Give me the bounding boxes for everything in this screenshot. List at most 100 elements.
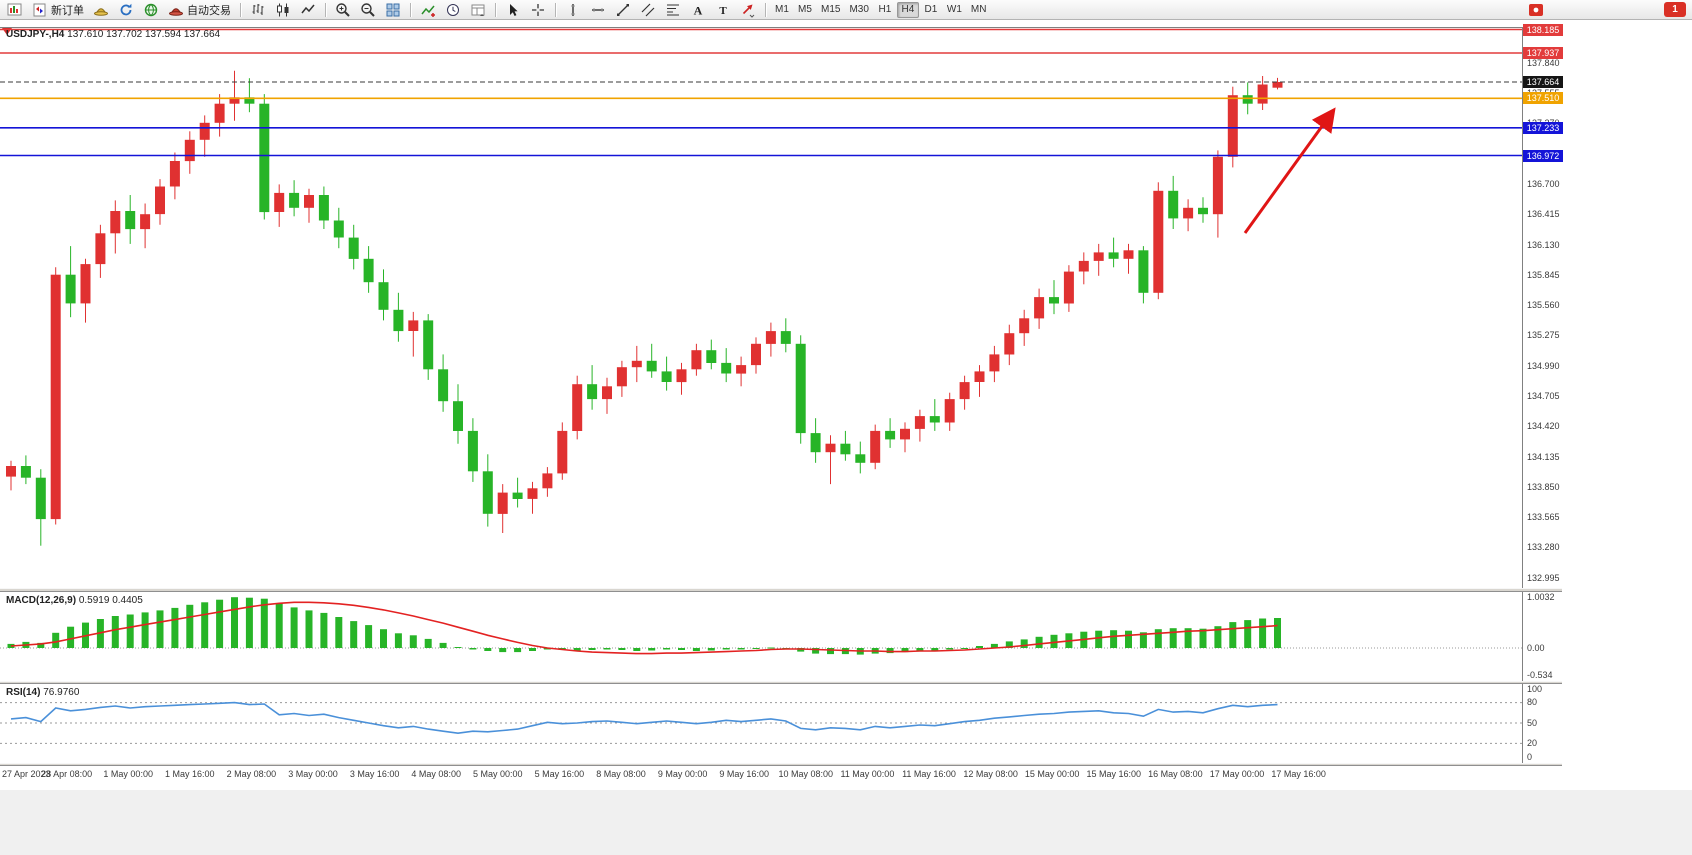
- trend-arrow-annotation[interactable]: [1243, 107, 1336, 234]
- axis-separator: [1522, 27, 1523, 764]
- price-axis-label: 133.565: [1527, 512, 1560, 522]
- periods-button[interactable]: [441, 1, 465, 19]
- new-order-button[interactable]: 新订单: [28, 1, 88, 19]
- zoom-in-button[interactable]: [331, 1, 355, 19]
- arrows-tool-button[interactable]: [736, 1, 760, 19]
- ohlc-readout: 137.610 137.702 137.594 137.664: [67, 29, 221, 40]
- symbol-period: USDJPY-,H4: [6, 29, 65, 40]
- toolbar-separator: [495, 2, 496, 17]
- macd-value: 0.5919: [78, 595, 110, 606]
- newchart-icon: [7, 3, 22, 15]
- chart-window: USDJPY-,H4 137.610 137.702 137.594 137.6…: [0, 21, 1692, 855]
- rsi-line: [10, 701, 1278, 735]
- time-axis-label: 2 May 08:00: [226, 769, 277, 779]
- svg-text:T: T: [719, 5, 727, 17]
- rsi-axis-label: 80: [1527, 697, 1538, 708]
- time-axis-label: 12 May 08:00: [963, 769, 1018, 779]
- trendline-tool-button[interactable]: [611, 1, 635, 19]
- label-tool-button[interactable]: T: [711, 1, 735, 19]
- zoomin-icon: [336, 2, 350, 17]
- zoom-out-button[interactable]: [356, 1, 380, 19]
- toolbar-separator: [555, 2, 556, 17]
- hatred-icon: [169, 7, 183, 16]
- timeframe-button-m30[interactable]: M30: [849, 4, 869, 15]
- time-axis-label: 15 May 00:00: [1024, 769, 1080, 779]
- rsi-axis-label: 50: [1527, 717, 1538, 728]
- channel-tool-button[interactable]: [636, 1, 660, 19]
- toolbar-separator: [410, 2, 411, 17]
- rsi-chart-canvas[interactable]: [0, 684, 1522, 763]
- macd-axis-label: -0.534: [1527, 669, 1553, 680]
- price-axis-label: 135.275: [1527, 330, 1560, 341]
- vertical-line-tool-button[interactable]: [561, 1, 585, 19]
- refresh-icon: [120, 3, 132, 15]
- refresh-profiles-button[interactable]: [114, 1, 138, 19]
- price-level-tag: 137.664: [1523, 76, 1563, 88]
- line-marker-icon[interactable]: [2, 28, 12, 35]
- auto-trading-label: 自动交易: [187, 4, 231, 17]
- timeframe-button-h4[interactable]: H4: [896, 1, 919, 18]
- auto-trading-button[interactable]: 自动交易: [164, 1, 235, 19]
- chart-frame-top: [0, 27, 1562, 28]
- line-chart-mode-button[interactable]: [296, 1, 320, 19]
- time-axis-label: 3 May 16:00: [349, 769, 400, 779]
- fibo-icon: [667, 4, 679, 15]
- rsi-level-lines: [0, 702, 1522, 744]
- price-axis-label: 133.850: [1527, 481, 1560, 492]
- crosshair-tool-button[interactable]: [526, 1, 550, 19]
- cursor-tool-button[interactable]: [501, 1, 525, 19]
- time-axis-separator: [0, 763, 1562, 766]
- time-axis-label: 27 Apr 2023: [2, 769, 51, 779]
- community-button[interactable]: [139, 1, 163, 19]
- time-axis-label: 16 May 08:00: [1148, 769, 1203, 779]
- panel-splitter-rsi[interactable]: [0, 681, 1562, 684]
- timeframe-button-mn[interactable]: MN: [970, 4, 987, 15]
- bar-chart-mode-button[interactable]: [246, 1, 270, 19]
- time-axis-label: 1 May 16:00: [165, 769, 215, 779]
- time-axis-label: 9 May 00:00: [657, 769, 708, 779]
- timeframe-button-m15[interactable]: M15: [821, 4, 841, 15]
- textT-icon: T: [719, 5, 727, 17]
- indicators-button[interactable]: [416, 1, 440, 19]
- time-axis-label: 3 May 00:00: [288, 769, 338, 779]
- toolbar-separator: [240, 2, 241, 17]
- time-axis-label: 1 May 00:00: [103, 769, 153, 779]
- toolbar-separator: [325, 2, 326, 17]
- workspace-background: [0, 790, 1692, 855]
- macd-axis-label: 1.0032: [1527, 591, 1555, 602]
- macd-chart-canvas[interactable]: [0, 592, 1522, 681]
- horizontal-line-tool-button[interactable]: [586, 1, 610, 19]
- templates-button[interactable]: [466, 1, 490, 19]
- timeframe-button-m1[interactable]: M1: [775, 4, 789, 15]
- tile-windows-button[interactable]: [381, 1, 405, 19]
- price-level-tag: 137.510: [1523, 92, 1563, 105]
- alert-icon[interactable]: [1528, 3, 1544, 22]
- linechart-icon: [301, 4, 315, 13]
- price-chart-canvas[interactable]: [0, 28, 1522, 588]
- new-chart-button[interactable]: [3, 1, 27, 19]
- price-axis-label: 136.130: [1527, 239, 1560, 250]
- panel-splitter-macd[interactable]: [0, 588, 1562, 592]
- macd-histogram: [7, 597, 1281, 655]
- main-toolbar: 新订单 自动交易 A T M1 M5 M15 M30 H1 H4 D1 W1 MN: [0, 0, 1692, 20]
- timeframe-button-h1[interactable]: H1: [878, 4, 892, 15]
- rsi-axis-label: 100: [1527, 683, 1543, 694]
- timeframe-button-w1[interactable]: W1: [946, 4, 962, 15]
- order-icon: [33, 3, 46, 16]
- candlestick-mode-button[interactable]: [271, 1, 295, 19]
- price-levels-layer[interactable]: [0, 28, 1522, 157]
- expert-advisors-button[interactable]: [89, 1, 113, 19]
- text-tool-button[interactable]: A: [686, 1, 710, 19]
- timeframe-button-d1[interactable]: D1: [924, 4, 938, 15]
- notification-badge[interactable]: 1: [1664, 2, 1686, 17]
- price-axis-label: 134.990: [1527, 360, 1560, 371]
- price-axis-label: 134.705: [1527, 390, 1560, 401]
- timeframe-button-m5[interactable]: M5: [798, 4, 812, 15]
- toolbar-separator: [765, 2, 766, 17]
- fibonacci-tool-button[interactable]: [661, 1, 685, 19]
- template-icon: [471, 4, 485, 16]
- price-level-tag: 137.233: [1523, 121, 1563, 134]
- tile-icon: [386, 3, 400, 16]
- rsi-name: RSI(14): [6, 687, 41, 698]
- price-axis-label: 135.845: [1527, 269, 1560, 280]
